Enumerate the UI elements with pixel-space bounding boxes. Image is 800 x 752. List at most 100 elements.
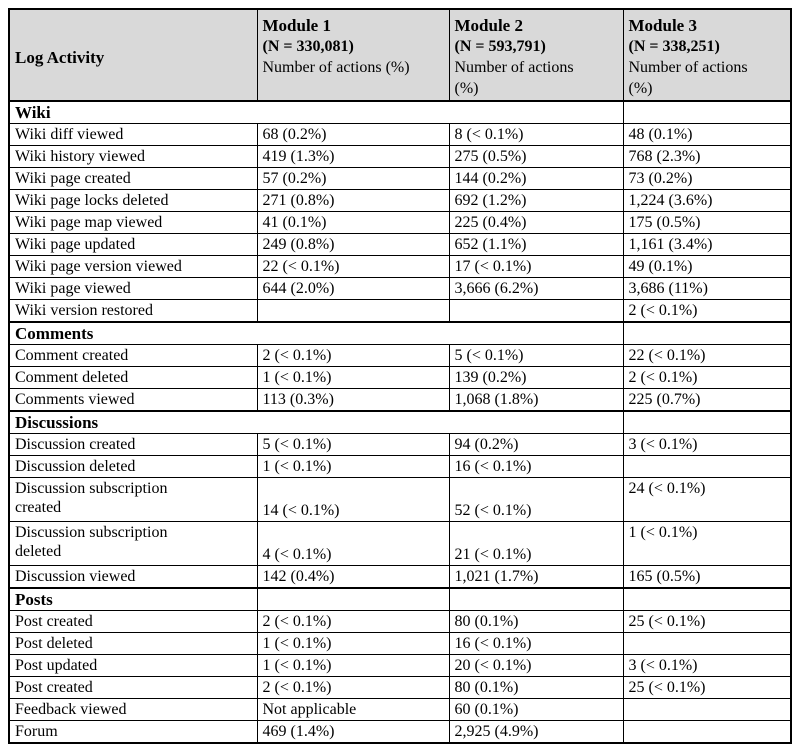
table-row: Post deleted 1 (< 0.1%) 16 (< 0.1%) <box>8 632 792 655</box>
section-row-wiki: Wiki <box>8 100 792 124</box>
table-row: Discussion created 5 (< 0.1%) 94 (0.2%) 3 (… <box>8 433 792 456</box>
module-2-value-cell: 80 (0.1%) <box>448 676 624 699</box>
module-2-value-cell: 16 (< 0.1%) <box>448 632 624 655</box>
activity-cell: Post updated <box>8 654 258 677</box>
module-3-value-cell <box>622 632 792 655</box>
module-1-value-cell: 2 (< 0.1%) <box>256 676 450 699</box>
activity-cell: Discussion subscription created <box>8 477 258 522</box>
activity-cell: Discussion viewed <box>8 565 258 589</box>
empty-cell <box>622 587 792 611</box>
table-row: Wiki page locks deleted 271 (0.8%) 692 (1.… <box>8 189 792 212</box>
module-2-value-cell: 5 (< 0.1%) <box>448 344 624 367</box>
activity-cell: Discussion subscription deleted <box>8 521 258 566</box>
section-title: Wiki <box>8 100 624 124</box>
column-header-module-2: Module 2 (N = 593,791) Number of actions… <box>448 8 624 102</box>
module-1-value-cell: 14 (< 0.1%) <box>256 477 450 522</box>
empty-cell <box>256 587 450 611</box>
activity-cell: Wiki version restored <box>8 299 258 323</box>
module-1-value-cell: 644 (2.0%) <box>256 277 450 300</box>
module-3-value-cell: 175 (0.5%) <box>622 211 792 234</box>
module-1-value-cell <box>256 299 450 323</box>
activity-cell: Discussion deleted <box>8 455 258 478</box>
module-1-value-cell: 469 (1.4%) <box>256 720 450 744</box>
table-row: Post created 2 (< 0.1%) 80 (0.1%) 25 (< 0.1… <box>8 676 792 699</box>
module-3-sublabel: Number of actions (%) <box>628 59 748 97</box>
module-2-value-cell: 20 (< 0.1%) <box>448 654 624 677</box>
module-3-value-cell: 73 (0.2%) <box>622 167 792 190</box>
module-2-value-cell: 1,068 (1.8%) <box>448 388 624 412</box>
activity-cell: Wiki page updated <box>8 233 258 256</box>
table-row: Wiki page updated 249 (0.8%) 652 (1.1%) 1,1… <box>8 233 792 256</box>
module-2-value-cell: 21 (< 0.1%) <box>448 521 624 566</box>
module-3-value-cell: 3 (< 0.1%) <box>622 654 792 677</box>
module-2-value-cell: 225 (0.4%) <box>448 211 624 234</box>
module-1-value-cell: 1 (< 0.1%) <box>256 654 450 677</box>
activity-cell: Wiki page viewed <box>8 277 258 300</box>
table-row: Post created 2 (< 0.1%) 80 (0.1%) 25 (< 0.1… <box>8 610 792 633</box>
section-title: Discussions <box>8 410 624 434</box>
table-row: Wiki version restored 2 (< 0.1%) <box>8 299 792 323</box>
module-2-name: Module 2 <box>454 16 523 35</box>
module-3-value-cell: 1,224 (3.6%) <box>622 189 792 212</box>
module-1-value-cell: 142 (0.4%) <box>256 565 450 589</box>
activity-cell: Wiki page created <box>8 167 258 190</box>
empty-cell <box>448 587 624 611</box>
module-1-value-cell: 5 (< 0.1%) <box>256 433 450 456</box>
section-title: Comments <box>8 321 624 345</box>
module-3-value-cell: 3 (< 0.1%) <box>622 433 792 456</box>
module-3-value-cell: 48 (0.1%) <box>622 123 792 146</box>
module-3-n: (N = 338,251) <box>628 38 720 55</box>
module-1-value-cell: 1 (< 0.1%) <box>256 366 450 389</box>
table-row: Comment created 2 (< 0.1%) 5 (< 0.1%) 22 (<… <box>8 344 792 367</box>
module-3-value-cell: 24 (< 0.1%) <box>622 477 792 522</box>
column-header-module-3: Module 3 (N = 338,251) Number of actions… <box>622 8 792 102</box>
activity-cell: Comment created <box>8 344 258 367</box>
module-2-value-cell: 94 (0.2%) <box>448 433 624 456</box>
section-row-comments: Comments <box>8 321 792 345</box>
module-1-value-cell: 249 (0.8%) <box>256 233 450 256</box>
module-3-value-cell <box>622 720 792 744</box>
module-1-value-cell: 41 (0.1%) <box>256 211 450 234</box>
table-row: Discussion viewed 142 (0.4%) 1,021 (1.7%) 1… <box>8 565 792 589</box>
table-row: Discussion deleted 1 (< 0.1%) 16 (< 0.1%) <box>8 455 792 478</box>
module-3-value-cell: 768 (2.3%) <box>622 145 792 168</box>
activity-cell: Feedback viewed <box>8 698 258 721</box>
activity-cell: Post created <box>8 676 258 699</box>
module-2-value-cell: 2,925 (4.9%) <box>448 720 624 744</box>
module-2-value-cell: 60 (0.1%) <box>448 698 624 721</box>
module-2-value-cell: 8 (< 0.1%) <box>448 123 624 146</box>
module-1-value-cell: 113 (0.3%) <box>256 388 450 412</box>
module-2-value-cell: 692 (1.2%) <box>448 189 624 212</box>
section-row-discussions: Discussions <box>8 410 792 434</box>
module-1-value-cell: 2 (< 0.1%) <box>256 610 450 633</box>
activity-cell: Wiki history viewed <box>8 145 258 168</box>
activity-cell: Post deleted <box>8 632 258 655</box>
table-row: Comments viewed 113 (0.3%) 1,068 (1.8%) 225… <box>8 388 792 412</box>
module-1-value-cell: Not applicable <box>256 698 450 721</box>
section-row-posts: Posts <box>8 587 792 611</box>
module-1-value-cell: 271 (0.8%) <box>256 189 450 212</box>
module-3-value-cell <box>622 698 792 721</box>
column-header-module-1: Module 1 (N = 330,081) Number of actions… <box>256 8 450 102</box>
module-1-sublabel: Number of actions (%) <box>262 59 410 76</box>
table-body: Wiki Wiki diff viewed 68 (0.2%) 8 (< 0.1%) 4… <box>8 100 792 744</box>
module-3-value-cell: 25 (< 0.1%) <box>622 610 792 633</box>
empty-cell <box>622 100 792 124</box>
table-row: Wiki diff viewed 68 (0.2%) 8 (< 0.1%) 48 (0… <box>8 123 792 146</box>
module-3-value-cell: 225 (0.7%) <box>622 388 792 412</box>
module-3-value-cell: 2 (< 0.1%) <box>622 299 792 323</box>
activity-cell: Wiki page locks deleted <box>8 189 258 212</box>
module-1-value-cell: 68 (0.2%) <box>256 123 450 146</box>
section-title: Posts <box>8 587 258 611</box>
module-2-n: (N = 593,791) <box>454 38 546 55</box>
module-2-value-cell: 16 (< 0.1%) <box>448 455 624 478</box>
module-3-value-cell: 2 (< 0.1%) <box>622 366 792 389</box>
module-2-value-cell <box>448 299 624 323</box>
table-row: Discussion subscription deleted 4 (< 0.1%… <box>8 521 792 566</box>
table-row: Wiki history viewed 419 (1.3%) 275 (0.5%) 7… <box>8 145 792 168</box>
table-row: Forum 469 (1.4%) 2,925 (4.9%) <box>8 720 792 744</box>
table-header-row: Log Activity Module 1 (N = 330,081) Numb… <box>8 8 792 102</box>
column-header-log-activity: Log Activity <box>8 8 258 102</box>
activity-cell: Forum <box>8 720 258 744</box>
module-1-value-cell: 419 (1.3%) <box>256 145 450 168</box>
